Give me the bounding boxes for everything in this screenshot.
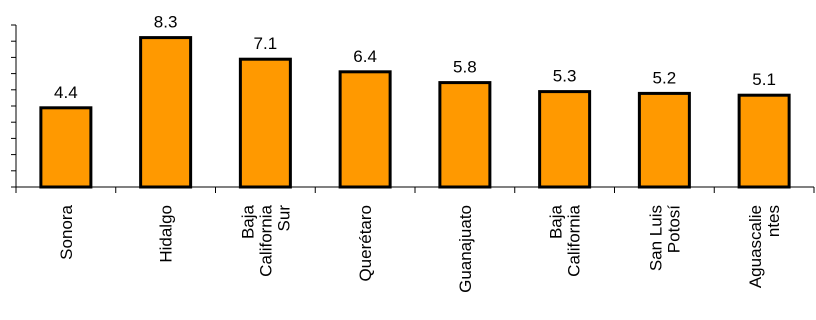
category-label-line: Querétaro xyxy=(356,205,375,282)
category-label-line: Baja xyxy=(238,204,257,239)
bar xyxy=(438,81,492,189)
bar xyxy=(637,91,691,189)
category-label: San Luis Potosí xyxy=(646,205,683,271)
category-label-line: California xyxy=(256,204,275,276)
bar xyxy=(39,106,93,189)
category-label: Hidalgo xyxy=(157,205,176,263)
category-label: Aguascalie ntes xyxy=(746,205,783,288)
category-label: Baja California Sur xyxy=(238,204,293,276)
axes xyxy=(11,24,815,193)
category-label-line: Baja xyxy=(547,204,566,239)
category-label-line: San Luis xyxy=(646,205,665,271)
category-label: Baja California xyxy=(547,204,584,276)
data-label: 7.1 xyxy=(254,34,278,53)
category-label-line: Sonora xyxy=(57,204,76,259)
category-label-line: Guanajuato xyxy=(456,205,475,293)
bar xyxy=(238,57,292,189)
data-label: 5.1 xyxy=(752,70,776,89)
category-label-line: California xyxy=(565,204,584,276)
data-label: 5.8 xyxy=(453,58,477,77)
y-axis-ticks xyxy=(11,24,16,188)
bar xyxy=(139,36,193,189)
data-label: 5.3 xyxy=(553,67,577,86)
category-label: Guanajuato xyxy=(456,205,475,293)
bar xyxy=(538,90,592,189)
category-label-line: Potosí xyxy=(664,205,683,253)
category-label-line: Aguascalie xyxy=(746,205,765,288)
x-axis-ticks xyxy=(15,187,815,193)
data-label: 8.3 xyxy=(154,13,178,32)
data-label: 5.2 xyxy=(653,68,677,87)
bars xyxy=(39,36,791,189)
category-label-line: Sur xyxy=(274,205,293,232)
value-labels: 4.4 8.3 7.1 6.4 5.8 5.3 5.2 5.1 xyxy=(54,13,776,102)
category-label: Querétaro xyxy=(356,205,375,282)
data-label: 4.4 xyxy=(54,83,78,102)
category-labels: Sonora Hidalgo Baja California Sur Querétaro G… xyxy=(57,204,783,292)
category-label: Sonora xyxy=(57,204,76,259)
bar xyxy=(338,70,392,189)
data-label: 6.4 xyxy=(353,47,377,66)
bar xyxy=(737,93,791,189)
category-label-line: ntes xyxy=(764,205,783,237)
category-label-line: Hidalgo xyxy=(157,205,176,263)
